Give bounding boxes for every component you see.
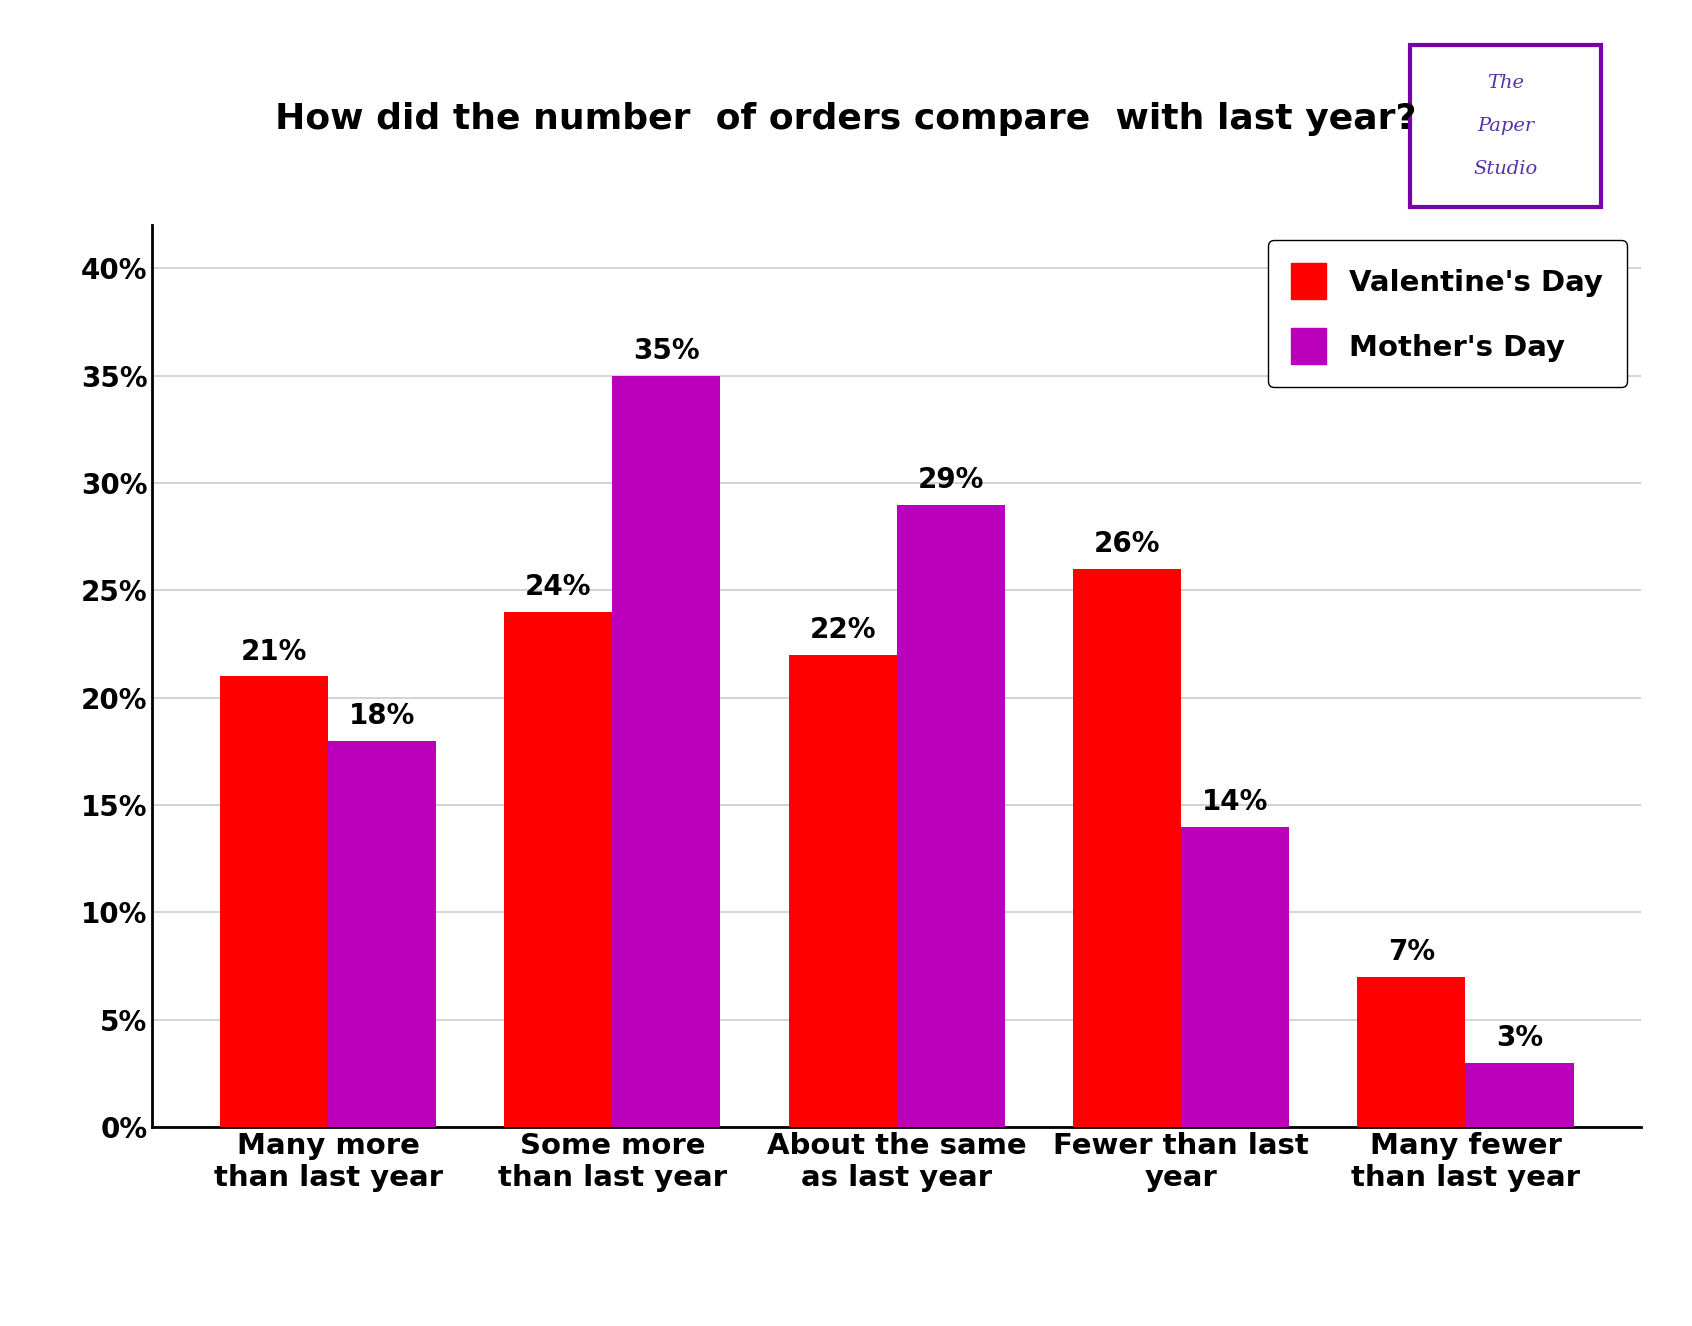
FancyBboxPatch shape — [1411, 45, 1601, 207]
Bar — [1073, 569, 1181, 1127]
Text: 3%: 3% — [1496, 1024, 1543, 1052]
Text: 29%: 29% — [917, 465, 985, 493]
Text: 26%: 26% — [1093, 530, 1161, 558]
Text: How did the number  of orders compare  with last year?: How did the number of orders compare wit… — [276, 102, 1416, 137]
Text: 22%: 22% — [809, 617, 876, 644]
Text: Studio: Studio — [1474, 160, 1538, 178]
Bar — [897, 504, 1005, 1127]
Bar — [504, 611, 613, 1127]
Bar — [220, 676, 328, 1127]
Legend: Valentine's Day, Mother's Day: Valentine's Day, Mother's Day — [1267, 240, 1626, 387]
Text: Paper: Paper — [1477, 117, 1535, 135]
Text: 7%: 7% — [1387, 937, 1435, 967]
Bar — [1357, 977, 1465, 1127]
Bar — [1181, 826, 1289, 1127]
Text: 24%: 24% — [525, 573, 592, 601]
Text: 21%: 21% — [240, 638, 308, 666]
Bar — [788, 655, 897, 1127]
Bar — [328, 741, 437, 1127]
Text: 18%: 18% — [349, 701, 415, 729]
Text: The: The — [1487, 74, 1524, 91]
Text: 35%: 35% — [633, 337, 700, 365]
Bar — [613, 375, 721, 1127]
Text: 14%: 14% — [1201, 788, 1269, 815]
Bar — [1465, 1062, 1574, 1127]
